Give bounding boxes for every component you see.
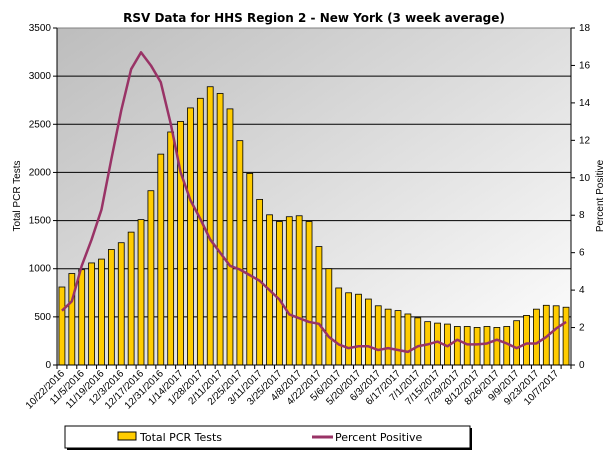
y2-axis-label: Percent Positive [595, 159, 606, 232]
legend-swatch-bars [117, 431, 137, 441]
bar [404, 313, 412, 366]
bar [414, 317, 422, 366]
bar [552, 305, 560, 366]
bar [196, 97, 204, 366]
y-tick-label: 2500 [29, 119, 52, 130]
bar [533, 308, 540, 366]
bar [167, 131, 175, 366]
bar [137, 219, 145, 366]
bar [276, 221, 283, 366]
bar [216, 93, 224, 366]
bar [315, 246, 323, 366]
bar [147, 190, 155, 366]
bar [345, 292, 352, 366]
y2-tick-label: 2 [579, 323, 585, 334]
bar [157, 153, 165, 366]
bar [295, 215, 303, 366]
bar [98, 258, 105, 366]
y-tick-label: 3000 [29, 71, 52, 82]
bar [364, 298, 372, 366]
bar [394, 310, 402, 366]
bar [187, 107, 194, 366]
y2-tick-label: 0 [579, 360, 585, 371]
y2-tick-label: 12 [579, 135, 591, 146]
bar [68, 273, 76, 366]
y-tick-label: 0 [45, 360, 51, 371]
bar [325, 268, 333, 366]
bar [523, 315, 530, 366]
bar [384, 308, 392, 366]
y-axis-label: Total PCR Tests [12, 161, 23, 232]
bar [78, 269, 86, 366]
percent-positive-line [61, 51, 567, 354]
y2-tick-label: 10 [579, 173, 591, 184]
bar [117, 242, 125, 366]
bar [374, 305, 382, 366]
y-tick-label: 1500 [29, 216, 52, 227]
legend-label-bars: Total PCR Tests [139, 431, 222, 444]
y2-tick-label: 14 [579, 98, 591, 109]
y-tick-label: 500 [34, 312, 51, 323]
bar [453, 326, 461, 366]
bar [246, 172, 254, 366]
bar [58, 286, 66, 366]
bar [206, 86, 214, 366]
bar [463, 326, 471, 366]
y2-tick-label: 6 [579, 248, 585, 259]
y2-tick-label: 4 [579, 285, 585, 296]
bar [434, 322, 441, 366]
bar [355, 293, 362, 366]
bar [513, 320, 521, 366]
bar [236, 140, 244, 366]
y-tick-label: 2000 [29, 167, 52, 178]
legend: Total PCR Tests Percent Positive [64, 425, 472, 450]
bar [473, 327, 481, 366]
y-tick-label: 3500 [29, 23, 52, 34]
bar [226, 108, 234, 366]
y2-tick-label: 18 [579, 23, 591, 34]
y2-tick-label: 16 [579, 60, 591, 71]
bar [335, 287, 343, 366]
bar [285, 216, 293, 366]
y2-tick-label: 8 [579, 210, 585, 221]
bar [108, 249, 115, 366]
bar [562, 306, 570, 366]
chart-title: RSV Data for HHS Region 2 - New York (3 … [123, 11, 505, 25]
y-tick-label: 1000 [29, 264, 52, 275]
bar [493, 327, 501, 366]
bar [88, 262, 95, 366]
bar [305, 221, 313, 366]
bar [127, 231, 135, 366]
bar [483, 326, 491, 366]
legend-label-line: Percent Positive [335, 431, 423, 444]
